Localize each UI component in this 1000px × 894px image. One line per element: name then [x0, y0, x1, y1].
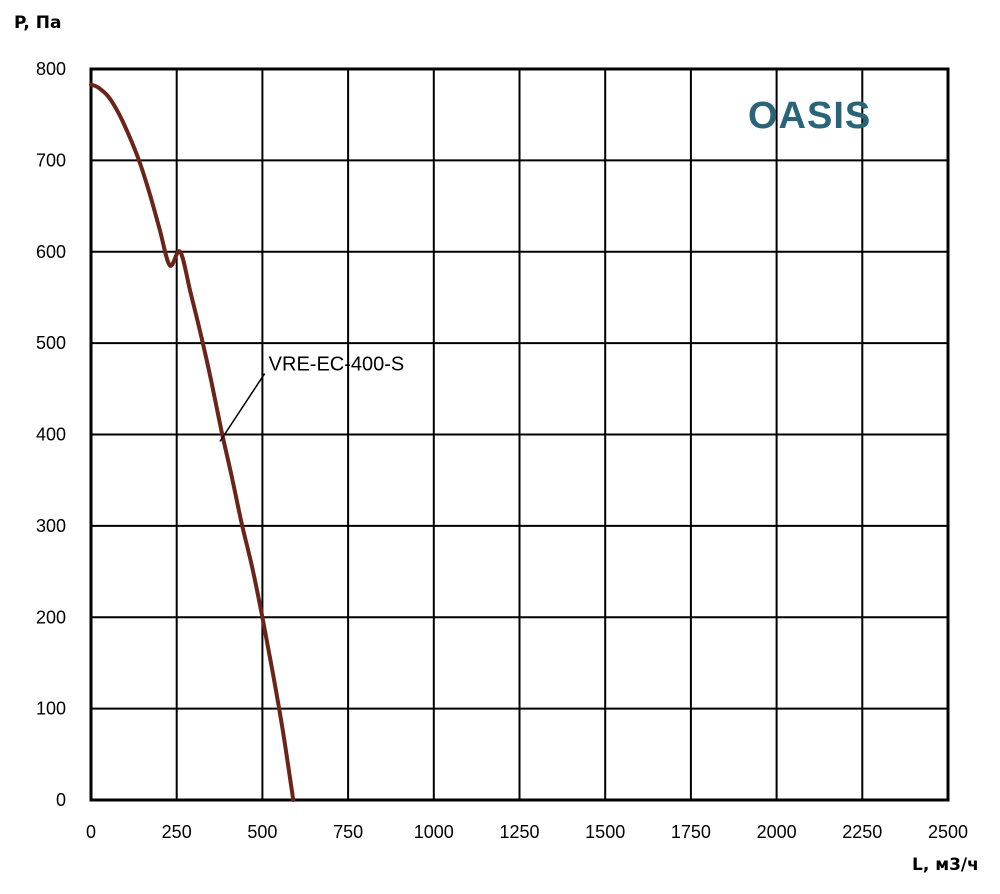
annotation: VRE-EC-400-S [219, 354, 405, 442]
x-tick-label: 2500 [928, 822, 968, 842]
logo-text: OASIS [748, 95, 871, 137]
x-tick-label: 0 [86, 822, 96, 842]
annotation-leader [219, 373, 266, 442]
x-tick-label: 1000 [414, 822, 454, 842]
x-tick-label: 2250 [842, 822, 882, 842]
y-tick-label: 800 [36, 59, 66, 79]
y-tick-label: 200 [36, 607, 66, 627]
x-tick-labels: 0 250 500 750 1000 1250 1500 1750 2000 2250 2500 [86, 822, 968, 842]
grid [91, 69, 948, 800]
x-axis-title: L, м3/ч [912, 855, 979, 875]
series-group [89, 82, 296, 802]
x-tick-label: 1750 [671, 822, 711, 842]
x-tick-label: 1500 [585, 822, 625, 842]
plot-border [89, 67, 950, 802]
y-tick-label: 700 [36, 150, 66, 170]
y-tick-label: 400 [36, 425, 66, 445]
y-tick-label: 600 [36, 242, 66, 262]
x-tick-label: 2000 [757, 822, 797, 842]
oasis-logo: OASIS [748, 95, 871, 137]
y-tick-label: 100 [36, 699, 66, 719]
series-label: VRE-EC-400-S [269, 354, 405, 376]
x-tick-label: 1250 [499, 822, 539, 842]
x-tick-label: 250 [162, 822, 192, 842]
y-tick-label: 0 [56, 790, 66, 810]
y-tick-label: 300 [36, 516, 66, 536]
y-tick-label: 500 [36, 333, 66, 353]
x-tick-label: 500 [247, 822, 277, 842]
x-tick-label: 750 [333, 822, 363, 842]
series-line [89, 82, 296, 802]
y-axis-title: P, Па [14, 13, 61, 33]
y-tick-labels: 0 100 200 300 400 500 600 700 800 [36, 59, 66, 810]
